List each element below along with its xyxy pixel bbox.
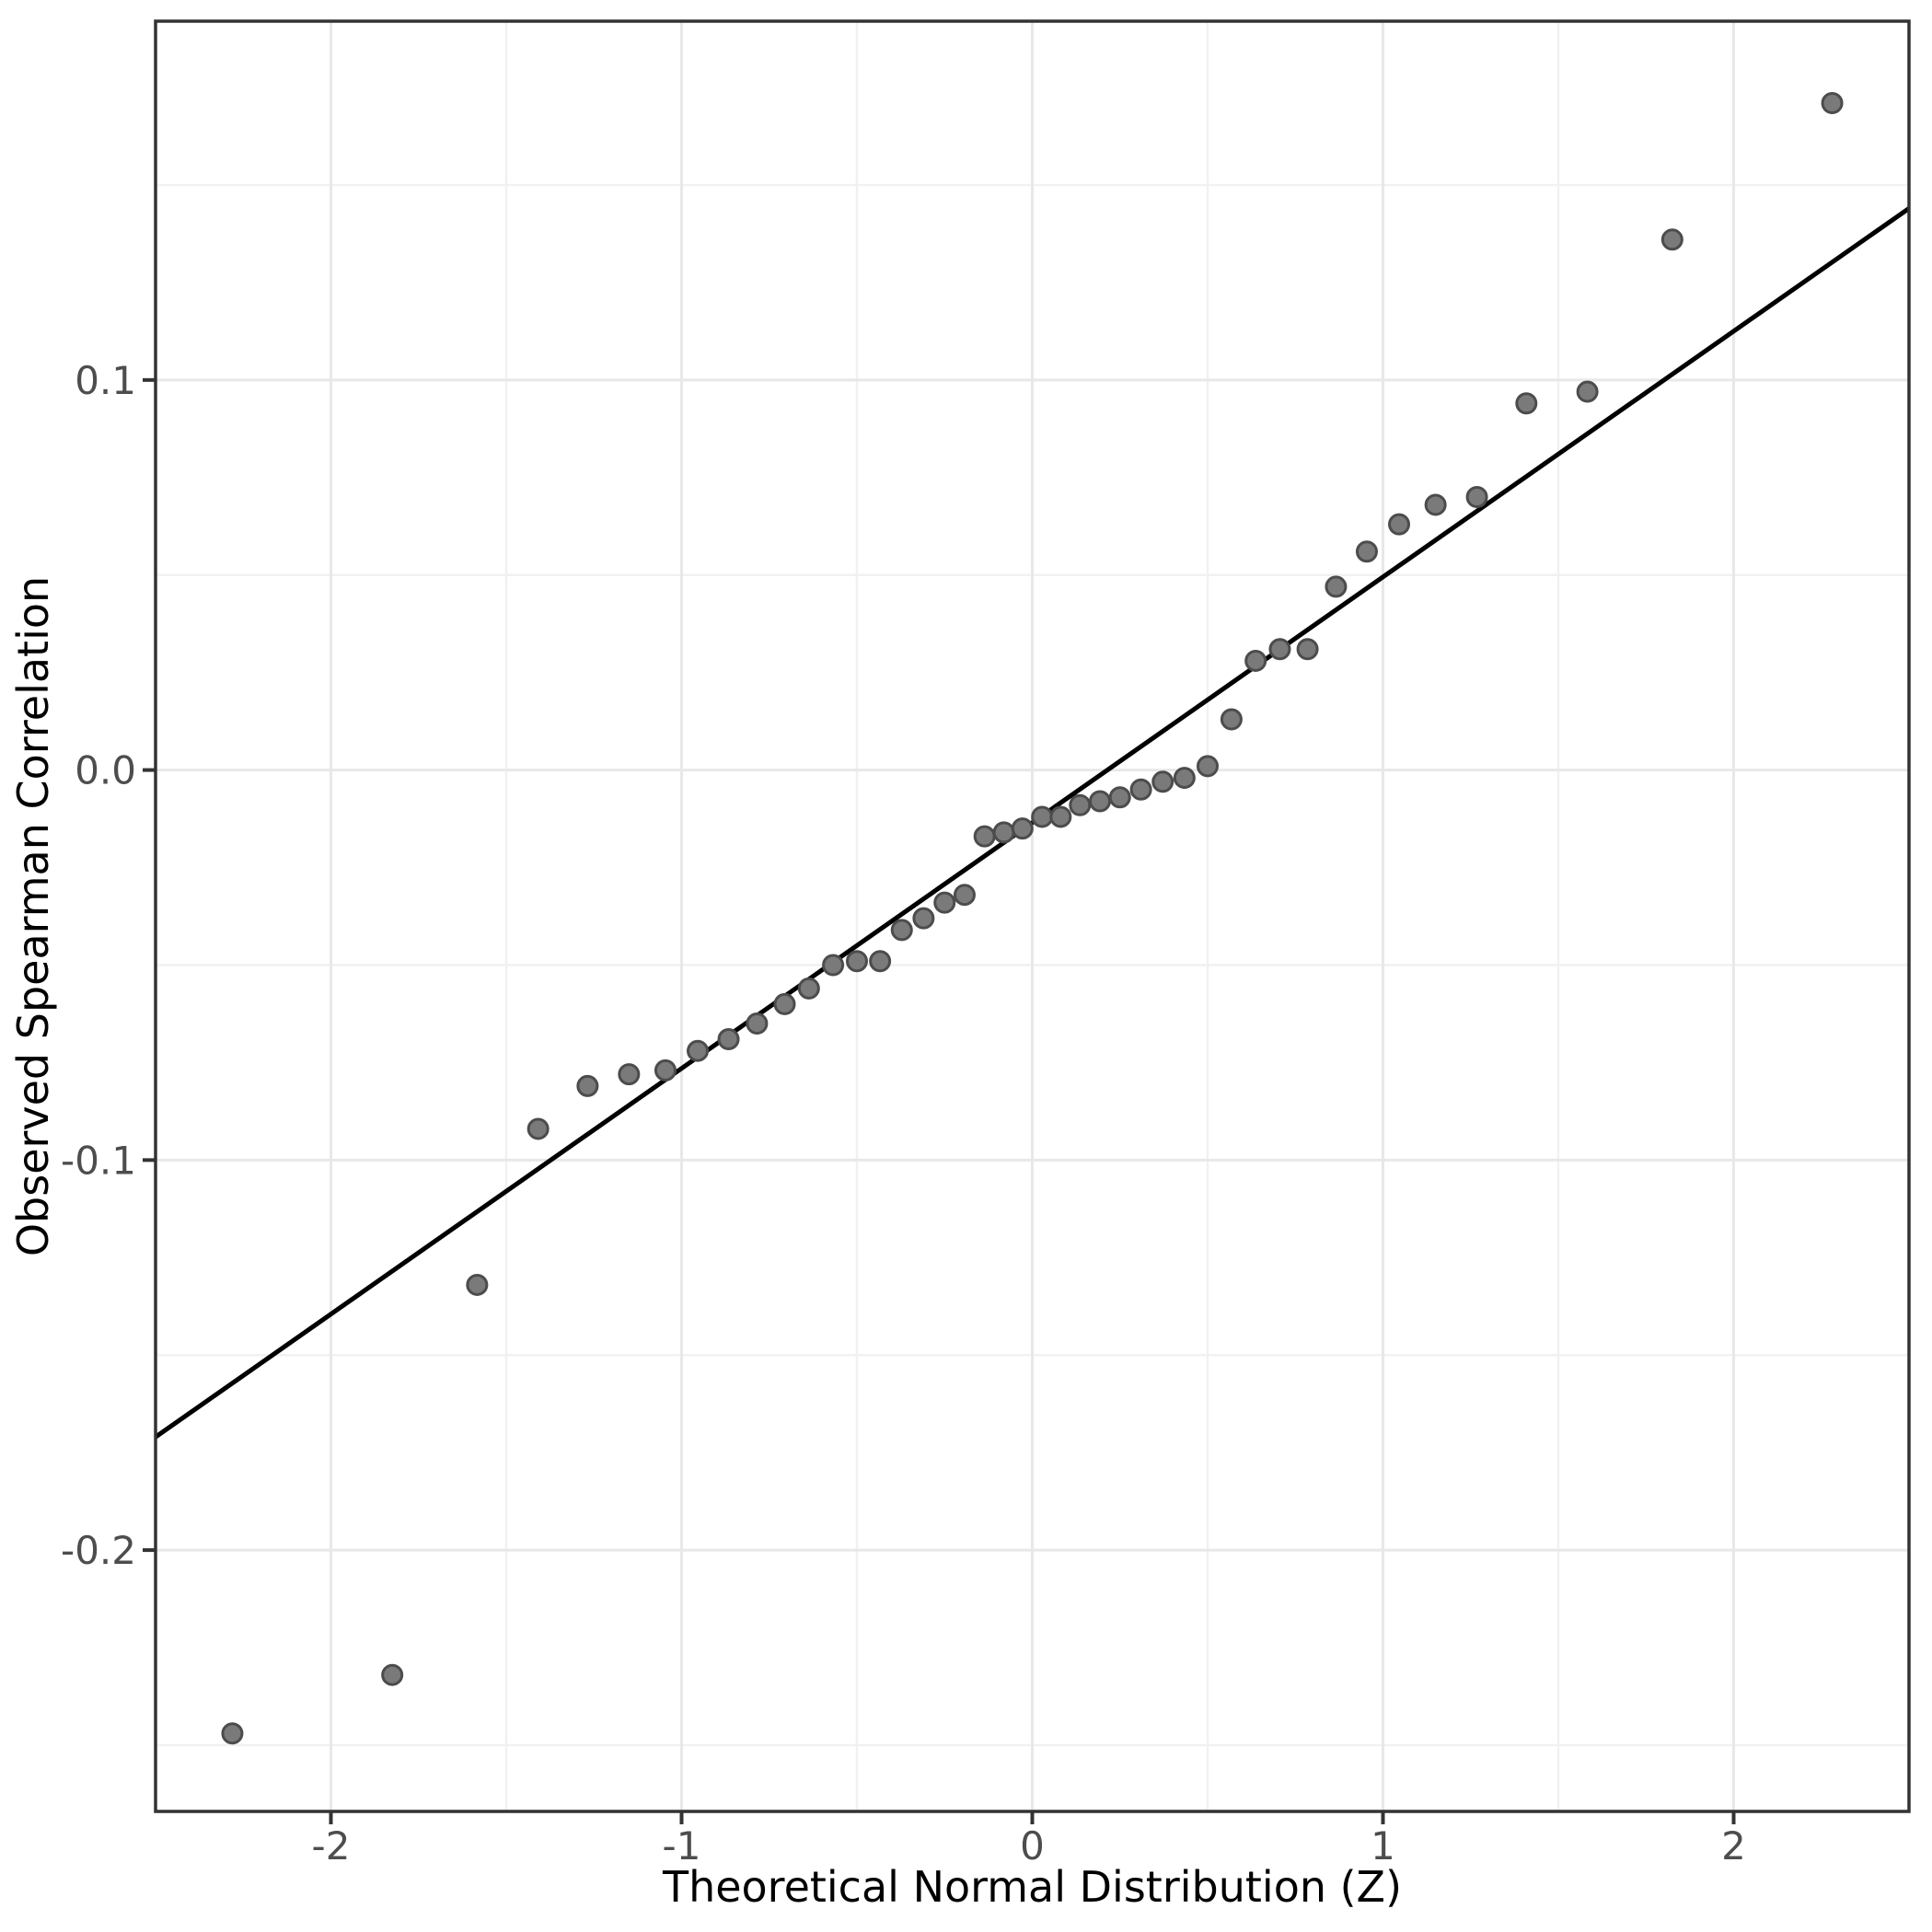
data-point bbox=[973, 825, 996, 848]
data-point bbox=[1089, 790, 1112, 813]
x-tick-label: 0 bbox=[1020, 1823, 1045, 1868]
data-point bbox=[687, 1039, 710, 1062]
data-point bbox=[822, 954, 845, 977]
data-point bbox=[576, 1074, 599, 1097]
data-point bbox=[1515, 392, 1538, 415]
data-point bbox=[1576, 380, 1599, 403]
x-tick-label: 2 bbox=[1721, 1823, 1746, 1868]
data-point bbox=[526, 1117, 550, 1140]
data-point bbox=[717, 1027, 740, 1050]
data-point bbox=[466, 1273, 489, 1296]
y-tick-label: 0.1 bbox=[75, 358, 136, 403]
x-axis-title: Theoretical Normal Distribution (Z) bbox=[662, 1862, 1402, 1912]
data-point bbox=[221, 1722, 244, 1745]
data-point bbox=[1173, 767, 1196, 790]
data-point bbox=[1268, 638, 1291, 661]
data-point bbox=[381, 1663, 404, 1686]
data-point bbox=[912, 907, 935, 930]
y-tick-label: 0.0 bbox=[75, 748, 136, 793]
data-points bbox=[221, 91, 1844, 1745]
data-point bbox=[1244, 649, 1267, 672]
data-point bbox=[1465, 485, 1488, 508]
data-point bbox=[953, 884, 976, 907]
data-point bbox=[1660, 228, 1683, 251]
data-point bbox=[746, 1012, 769, 1035]
data-point bbox=[1031, 805, 1054, 828]
y-axis-title: Observed Spearman Correlation bbox=[8, 576, 58, 1256]
x-axis-tick-marks bbox=[329, 1811, 1736, 1824]
data-point bbox=[1296, 638, 1319, 661]
data-point bbox=[1355, 540, 1378, 563]
data-point bbox=[1069, 793, 1092, 816]
data-point bbox=[1388, 513, 1411, 536]
major-gridlines bbox=[156, 21, 1909, 1811]
y-tick-label: -0.1 bbox=[61, 1138, 136, 1183]
data-point bbox=[1108, 786, 1131, 809]
data-point bbox=[797, 977, 820, 1000]
data-point bbox=[992, 821, 1015, 844]
data-point bbox=[773, 992, 796, 1015]
y-tick-label: -0.2 bbox=[61, 1528, 136, 1573]
x-tick-label: -1 bbox=[663, 1823, 701, 1868]
data-point bbox=[933, 891, 956, 914]
y-axis-tick-labels: 0.1 0.0 -0.1 -0.2 bbox=[61, 358, 136, 1573]
x-axis-tick-labels: -2 -1 0 1 2 bbox=[312, 1823, 1746, 1868]
y-axis-tick-marks bbox=[143, 377, 156, 1553]
x-tick-label: 1 bbox=[1371, 1823, 1395, 1868]
data-point bbox=[1011, 817, 1034, 840]
data-point bbox=[846, 950, 868, 973]
data-point bbox=[1129, 778, 1152, 801]
data-point bbox=[1151, 770, 1174, 793]
data-point bbox=[890, 919, 913, 942]
data-point bbox=[1325, 575, 1348, 598]
data-point bbox=[618, 1063, 641, 1086]
x-tick-label: -2 bbox=[312, 1823, 351, 1868]
data-point bbox=[1424, 493, 1447, 516]
data-point bbox=[1197, 755, 1219, 778]
data-point bbox=[1821, 91, 1844, 114]
data-point bbox=[869, 950, 892, 973]
reference-line bbox=[154, 206, 1911, 1440]
data-point bbox=[1220, 708, 1243, 731]
data-point bbox=[654, 1059, 677, 1082]
data-point bbox=[1049, 805, 1072, 828]
